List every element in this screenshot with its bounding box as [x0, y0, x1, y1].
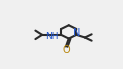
Text: N: N: [73, 28, 81, 38]
Text: NH: NH: [45, 32, 59, 41]
Text: O: O: [62, 45, 70, 55]
